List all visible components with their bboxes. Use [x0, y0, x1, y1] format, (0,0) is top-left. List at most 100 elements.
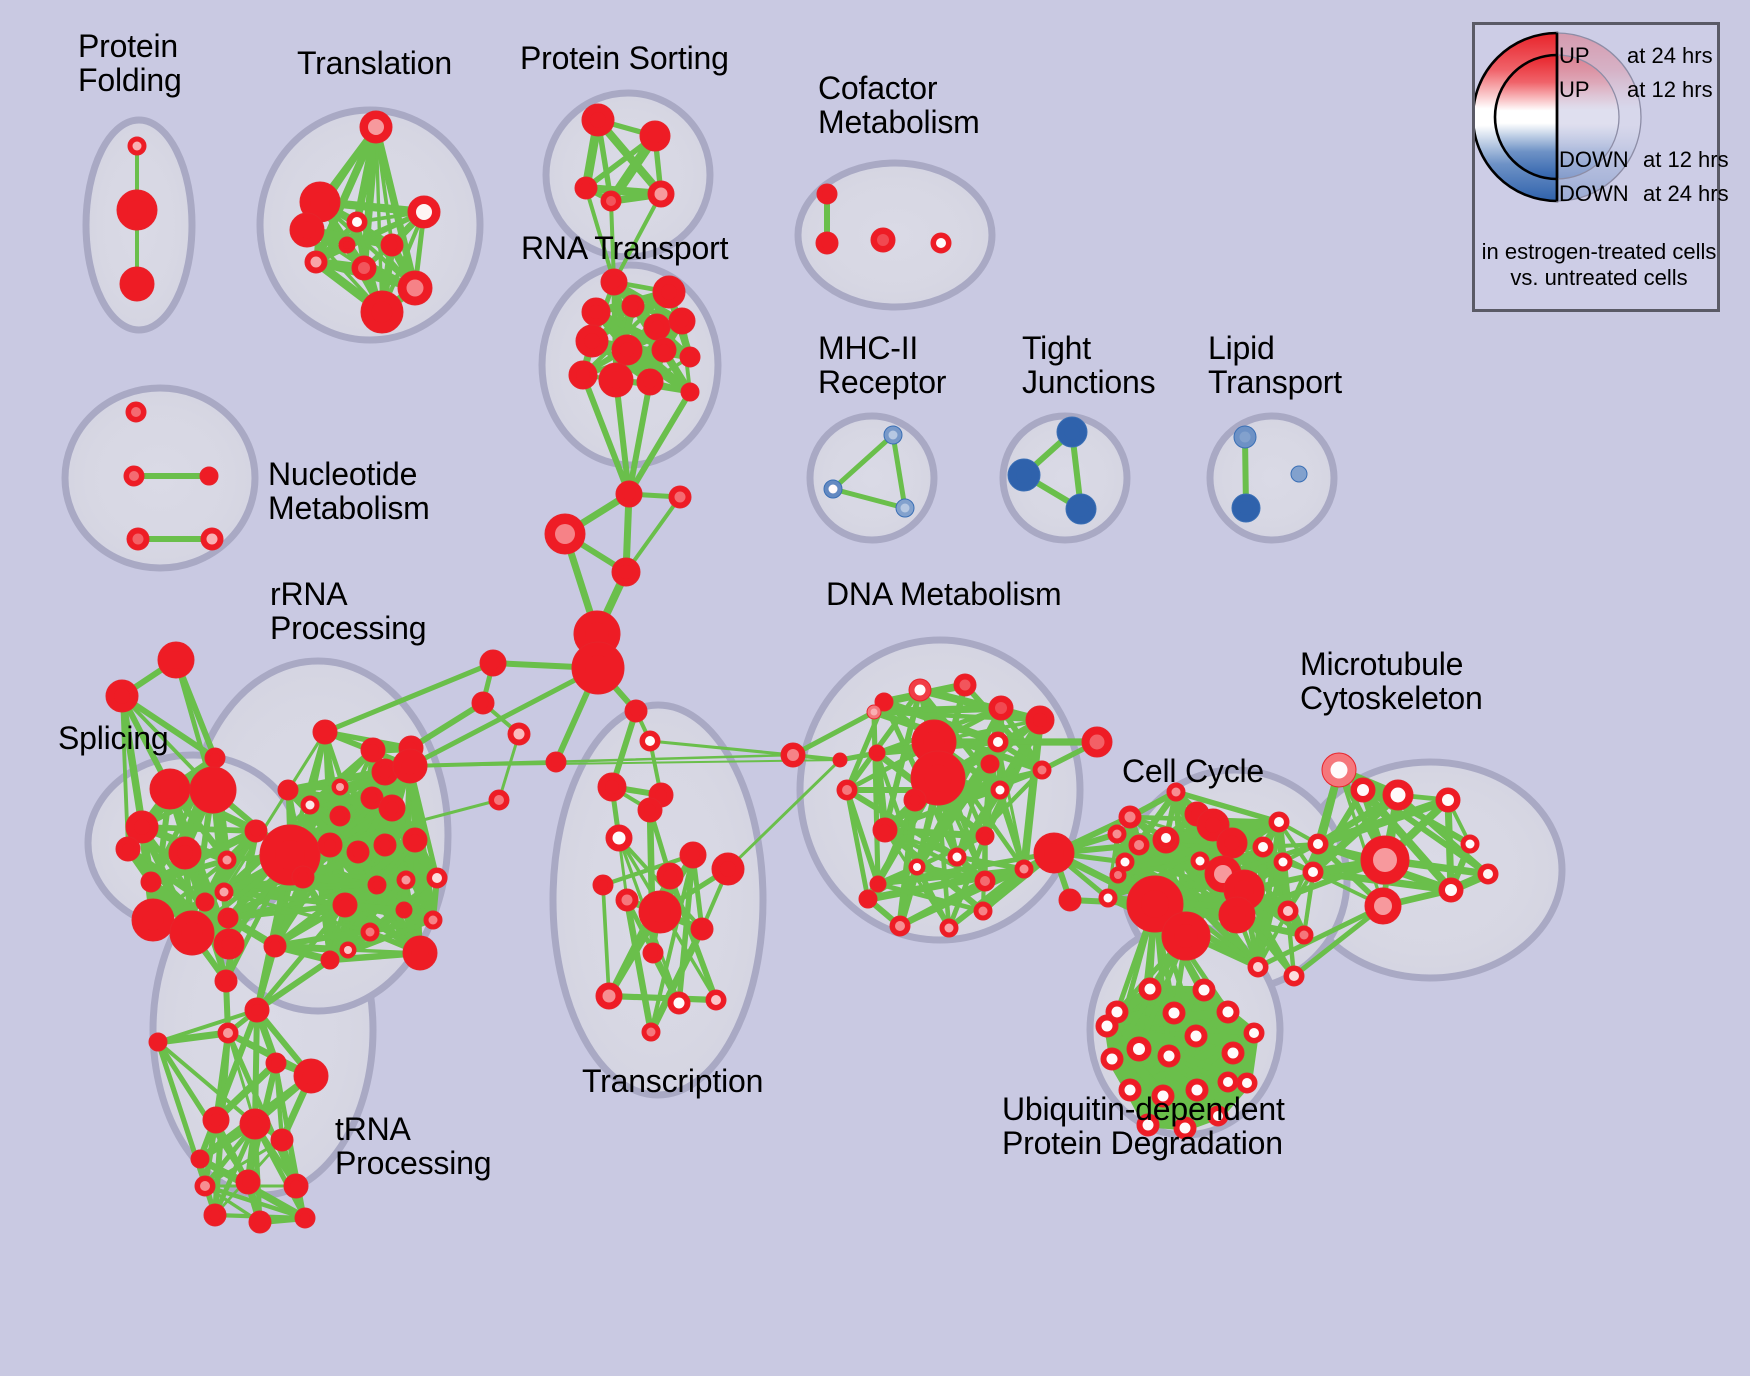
network-node: [643, 313, 671, 341]
node-inner-disc: [343, 241, 351, 249]
network-node: [507, 722, 531, 746]
node-inner-disc: [1227, 1047, 1239, 1059]
network-node: [115, 836, 141, 862]
network-node: [668, 485, 692, 509]
network-node: [600, 268, 628, 296]
network-node: [125, 810, 159, 844]
network-node: [895, 498, 915, 518]
network-node: [869, 875, 887, 893]
node-inner-disc: [283, 785, 293, 795]
node-inner-disc: [711, 995, 721, 1005]
node-inner-disc: [385, 801, 399, 815]
node-inner-disc: [209, 1209, 221, 1221]
node-inner-disc: [1114, 871, 1122, 879]
network-node: [600, 190, 622, 212]
network-edge: [408, 700, 486, 751]
network-node: [1115, 852, 1135, 872]
node-inner-disc: [985, 759, 995, 769]
network-node: [126, 527, 150, 551]
network-node: [611, 557, 641, 587]
node-inner-disc: [276, 1134, 288, 1146]
network-node: [320, 950, 340, 970]
node-inner-disc: [1073, 501, 1089, 517]
node-inner-disc: [1168, 1007, 1180, 1019]
node-inner-disc: [836, 756, 844, 764]
network-node: [312, 719, 338, 745]
network-edge: [139, 824, 259, 834]
node-inner-disc: [1174, 924, 1198, 948]
network-node: [200, 527, 224, 551]
node-inner-disc: [1101, 1020, 1113, 1032]
node-inner-disc: [589, 305, 603, 319]
node-inner-disc: [873, 749, 881, 757]
node-inner-disc: [1308, 867, 1318, 877]
network-node: [277, 779, 299, 801]
node-inner-disc: [980, 876, 990, 886]
node-inner-disc: [324, 839, 336, 851]
node-inner-disc: [247, 1116, 263, 1132]
node-inner-disc: [663, 869, 677, 883]
cluster-label-trna-processing: tRNA Processing: [335, 1111, 492, 1181]
node-inner-disc: [401, 757, 419, 775]
network-node: [711, 852, 745, 886]
network-node: [545, 751, 567, 773]
network-edge: [897, 866, 1027, 929]
node-inner-disc: [290, 1180, 302, 1192]
network-node: [351, 255, 377, 281]
cluster-label-lipid-transport: Lipid Transport: [1208, 330, 1342, 400]
network-node: [908, 858, 926, 876]
network-node: [1185, 1078, 1209, 1102]
network-edge: [254, 902, 348, 1013]
node-inner-disc: [655, 789, 667, 801]
cluster-label-nucleotide-metabolism: Nucleotide Metabolism: [268, 456, 430, 526]
network-edge: [1255, 903, 1386, 970]
node-inner-disc: [416, 204, 432, 220]
network-node: [598, 362, 634, 398]
network-node: [1190, 851, 1210, 871]
node-inner-disc: [254, 1216, 266, 1228]
network-edge: [1313, 795, 1453, 849]
node-inner-disc: [242, 1176, 254, 1188]
network-node: [194, 1175, 216, 1197]
network-node: [1435, 787, 1461, 813]
node-inner-disc: [658, 344, 670, 356]
network-node: [947, 847, 967, 867]
network-node: [1247, 956, 1269, 978]
network-edge: [212, 1059, 280, 1124]
node-inner-disc: [325, 955, 335, 965]
network-node: [217, 1022, 239, 1044]
network-node: [690, 917, 714, 941]
hull-mhc-ii-receptor: [806, 412, 938, 544]
network-node: [780, 742, 806, 768]
node-inner-disc: [1198, 984, 1210, 996]
node-inner-disc: [576, 368, 590, 382]
network-edge: [252, 1121, 308, 1221]
node-inner-disc: [1357, 784, 1369, 796]
node-inner-disc: [619, 565, 633, 579]
network-edge: [154, 1029, 232, 1046]
legend-caption-line2: vs. untreated cells: [1510, 265, 1688, 291]
network-node: [1065, 493, 1097, 525]
node-inner-disc: [406, 279, 424, 297]
node-inner-disc: [401, 875, 411, 885]
network-node: [1364, 887, 1402, 925]
network-node: [1360, 835, 1410, 885]
network-node: [642, 942, 664, 964]
node-inner-disc: [821, 237, 833, 249]
network-edge: [623, 896, 655, 1036]
network-node: [575, 324, 609, 358]
network-node: [488, 789, 510, 811]
node-inner-disc: [352, 846, 364, 858]
node-inner-disc: [122, 843, 134, 855]
node-inner-disc: [177, 845, 193, 861]
network-edge: [155, 1039, 251, 1185]
network-edge: [1173, 789, 1282, 825]
network-node: [980, 754, 1000, 774]
node-inner-disc: [1234, 880, 1254, 900]
network-node: [1157, 1044, 1181, 1068]
node-inner-disc: [936, 238, 946, 248]
node-inner-disc: [995, 702, 1007, 714]
node-inner-disc: [1191, 1084, 1203, 1096]
node-inner-disc: [132, 141, 142, 151]
network-node: [123, 465, 145, 487]
